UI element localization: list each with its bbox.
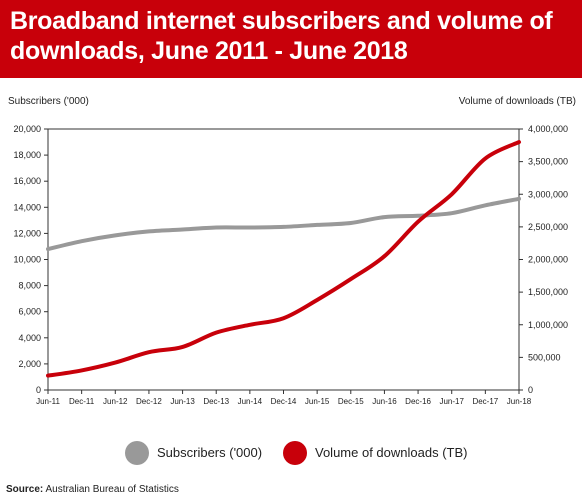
x-tick-label: Dec-16 bbox=[405, 397, 431, 406]
left-tick-label: 2,000 bbox=[18, 359, 41, 369]
left-tick-label: 6,000 bbox=[18, 307, 41, 317]
chart-title: Broadband internet subscribers and volum… bbox=[10, 7, 553, 65]
left-tick-label: 14,000 bbox=[13, 202, 41, 212]
series-line-downloads bbox=[46, 140, 521, 378]
left-tick-label: 10,000 bbox=[13, 255, 41, 265]
x-tick-label: Jun-18 bbox=[507, 397, 532, 406]
left-tick-label: 0 bbox=[36, 385, 41, 395]
x-tick-label: Jun-15 bbox=[305, 397, 330, 406]
x-tick-label: Dec-17 bbox=[472, 397, 498, 406]
x-tick-label: Dec-15 bbox=[338, 397, 364, 406]
x-tick-label: Jun-12 bbox=[103, 397, 128, 406]
plot-frame bbox=[47, 128, 520, 391]
x-tick-label: Jun-17 bbox=[439, 397, 464, 406]
legend-swatch-downloads bbox=[283, 441, 307, 465]
title-banner: Broadband internet subscribers and volum… bbox=[0, 0, 582, 78]
legend-label-subscribers: Subscribers ('000) bbox=[157, 445, 263, 460]
left-tick-label: 12,000 bbox=[13, 228, 41, 238]
legend-swatch-subscribers bbox=[125, 441, 149, 465]
legend: Subscribers ('000) Volume of downloads (… bbox=[0, 441, 582, 465]
left-tick-label: 4,000 bbox=[18, 333, 41, 343]
right-tick-label: 4,000,000 bbox=[528, 124, 568, 134]
source-note: Source: Australian Bureau of Statistics bbox=[6, 484, 179, 495]
right-tick-label: 3,000,000 bbox=[528, 189, 568, 199]
left-tick-label: 20,000 bbox=[13, 124, 41, 134]
right-tick-label: 1,000,000 bbox=[528, 320, 568, 330]
left-tick-label: 16,000 bbox=[13, 176, 41, 186]
right-tick-label: 0 bbox=[528, 385, 533, 395]
x-tick-label: Jun-16 bbox=[372, 397, 397, 406]
series-line-subscribers bbox=[46, 196, 521, 252]
left-axis-title: Subscribers ('000) bbox=[8, 96, 89, 107]
x-tick-label: Jun-11 bbox=[36, 397, 60, 406]
x-tick-label: Jun-13 bbox=[170, 397, 195, 406]
x-tick-label: Dec-13 bbox=[203, 397, 229, 406]
line-chart: 0 2,000 4,000 6,000 8,000 10,000 12,000 14,000 1… bbox=[13, 124, 568, 406]
right-axis-title: Volume of downloads (TB) bbox=[458, 96, 576, 107]
source-text: Australian Bureau of Statistics bbox=[45, 484, 179, 495]
x-tick-label: Jun-14 bbox=[238, 397, 263, 406]
x-tick-label: Dec-11 bbox=[69, 397, 95, 406]
right-tick-label: 500,000 bbox=[528, 352, 561, 362]
right-tick-label: 1,500,000 bbox=[528, 287, 568, 297]
right-tick-label: 3,500,000 bbox=[528, 157, 568, 167]
left-tick-label: 18,000 bbox=[13, 150, 41, 160]
left-tick-label: 8,000 bbox=[18, 281, 41, 291]
x-tick-label: Dec-12 bbox=[136, 397, 162, 406]
x-tick-label: Dec-14 bbox=[271, 397, 297, 406]
right-tick-label: 2,000,000 bbox=[528, 255, 568, 265]
legend-label-downloads: Volume of downloads (TB) bbox=[315, 445, 468, 460]
right-tick-label: 2,500,000 bbox=[528, 222, 568, 232]
source-label: Source: bbox=[6, 484, 44, 495]
